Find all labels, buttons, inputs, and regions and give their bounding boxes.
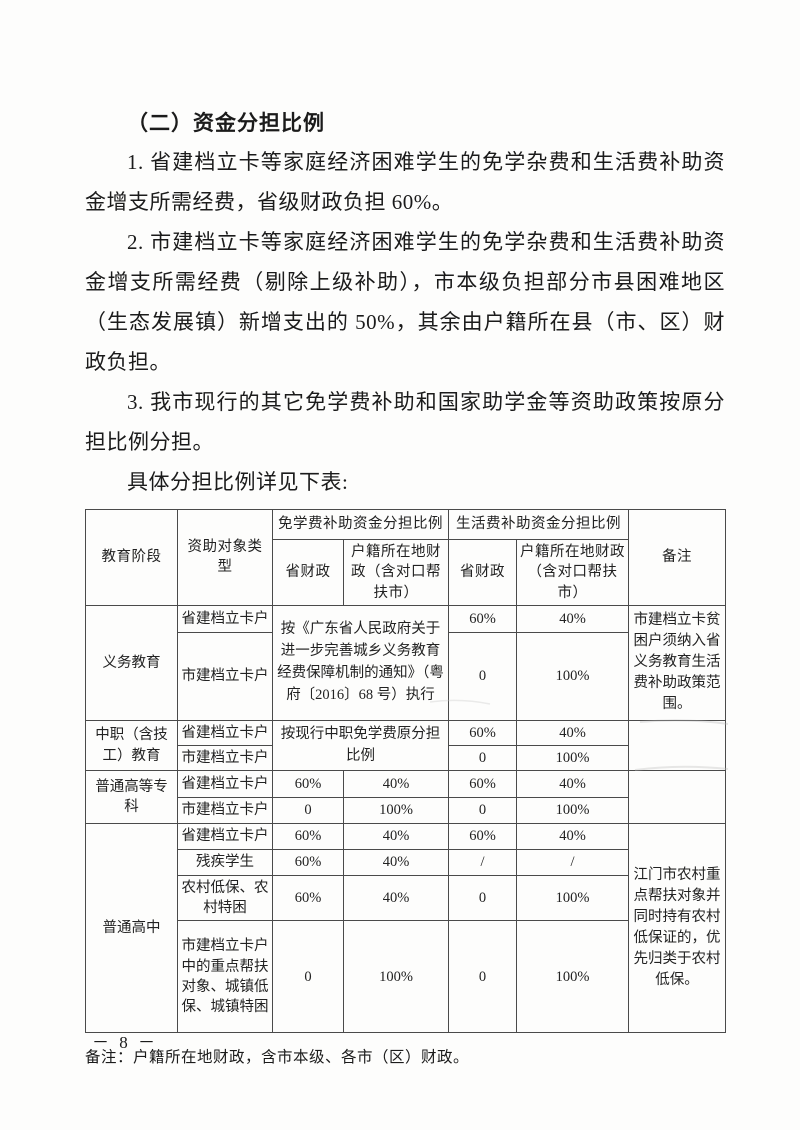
paragraph-3: 3. 我市现行的其它免学费补助和国家助学金等资助政策按原分担比例分担。 (85, 390, 725, 454)
table-row: 残疾学生 60% 40% / / (86, 848, 726, 876)
cell-living-res: 100% (516, 631, 629, 721)
cell-remark-vocational (628, 719, 726, 772)
table-intro: 具体分担比例详见下表: (127, 470, 349, 494)
table-row: 义务教育 省建档立卡户 按《广东省人民政府关于进一步完善城乡义务教育经费保障机制… (85, 604, 726, 721)
cell-living-res: 40% (516, 604, 629, 633)
cell-remark-college (628, 770, 726, 824)
header-remark: 备注 (628, 509, 726, 606)
cell-tuition-prov: 0 (272, 797, 344, 824)
cell-tuition-prov: 60% (272, 874, 344, 922)
cell-tuition-res: 40% (343, 848, 449, 876)
cell-target: 省建档立卡户 (177, 604, 273, 633)
cell-living-prov: 60% (448, 822, 517, 850)
cell-living-res: 40% (516, 822, 629, 850)
cell-living-prov: 0 (448, 745, 517, 772)
cell-target: 市建档立卡户 (177, 631, 273, 721)
table-row: 普通高中 省建档立卡户 60% 40% 60% 40% 江门市农村重点帮扶对象并… (85, 822, 726, 1034)
cell-target: 残疾学生 (177, 848, 273, 876)
table-row: 中职（含技工）教育 省建档立卡户 按现行中职免学费原分担比例 60% 40% (85, 719, 726, 772)
cell-living-prov: 60% (448, 604, 517, 633)
cell-tuition-res: 100% (343, 797, 449, 824)
cell-tuition-res: 100% (343, 920, 449, 1034)
cost-sharing-table: 教育阶段 资助对象类型 免学费补助资金分担比例 生活费补助资金分担比例 备注 省… (85, 509, 726, 1034)
table-header-row-1: 教育阶段 资助对象类型 免学费补助资金分担比例 生活费补助资金分担比例 备注 (85, 509, 726, 606)
header-tuition-residence: 户籍所在地财政（含对口帮扶市） (343, 539, 449, 606)
cell-remark-high-school: 江门市农村重点帮扶对象并同时持有农村低保证的，优先归类于农村低保。 (628, 822, 726, 1034)
cell-tuition-prov: 60% (272, 848, 344, 876)
header-tuition-provincial: 省财政 (272, 539, 344, 606)
cell-living-res: 40% (516, 719, 629, 747)
cell-living-res: / (516, 848, 629, 876)
header-living-group: 生活费补助资金分担比例 (448, 509, 629, 540)
cell-target: 省建档立卡户 (177, 719, 273, 747)
cell-living-res: 100% (516, 920, 629, 1034)
cell-target: 省建档立卡户 (177, 770, 273, 799)
cell-tuition-res: 40% (343, 822, 449, 850)
cell-living-prov: 60% (448, 770, 517, 799)
cell-living-res: 40% (516, 770, 629, 799)
cell-living-res: 100% (516, 874, 629, 922)
header-tuition-group: 免学费补助资金分担比例 (272, 509, 449, 540)
table-header-row-2: 省财政 户籍所在地财政（含对口帮扶市） 省财政 户籍所在地财政（含对口帮扶市） (86, 539, 726, 606)
cell-tuition-prov: 0 (272, 920, 344, 1034)
header-living-residence: 户籍所在地财政（含对口帮扶市） (516, 539, 629, 606)
cell-living-prov: 0 (448, 631, 517, 721)
paragraph-2: 2. 市建档立卡等家庭经济困难学生的免学杂费和生活费补助资金增支所需经费（剔除上… (85, 230, 725, 374)
cell-living-prov: 0 (448, 874, 517, 922)
header-target-type: 资助对象类型 (177, 509, 273, 606)
cell-tuition-policy: 按《广东省人民政府关于进一步完善城乡义务教育经费保障机制的通知》（粤府〔2016… (272, 604, 449, 721)
document-content: （二）资金分担比例 1. 省建档立卡等家庭经济困难学生的免学杂费和生活费补助资金… (85, 104, 726, 1070)
cell-stage-compulsory: 义务教育 (85, 604, 178, 721)
cell-tuition-policy: 按现行中职免学费原分担比例 (272, 719, 449, 772)
table-row: 市建档立卡户 0 100% (86, 745, 726, 772)
cell-living-res: 100% (516, 745, 629, 772)
cell-tuition-prov: 60% (272, 822, 344, 850)
page-number: － 8 － (92, 1033, 158, 1052)
table-row: 普通高等专科 省建档立卡户 60% 40% 60% 40% (85, 770, 726, 824)
table-row: 市建档立卡户 0 100% (86, 631, 726, 721)
table-row: 市建档立卡户 0 100% 0 100% (86, 797, 726, 824)
cell-tuition-res: 40% (343, 770, 449, 799)
table-row: 市建档立卡户中的重点帮扶对象、城镇低保、城镇特困 0 100% 0 100% (86, 920, 726, 1034)
section-heading: （二）资金分担比例 (127, 111, 325, 135)
cell-target: 省建档立卡户 (177, 822, 273, 850)
header-living-provincial: 省财政 (448, 539, 517, 606)
cell-stage-high-school: 普通高中 (85, 822, 178, 1034)
header-education-stage: 教育阶段 (85, 509, 178, 606)
cell-tuition-res: 40% (343, 874, 449, 922)
cell-stage-vocational: 中职（含技工）教育 (85, 719, 178, 772)
cell-target: 市建档立卡户 (177, 745, 273, 772)
cell-tuition-prov: 60% (272, 770, 344, 799)
table-footnote: 备注：户籍所在地财政，含市本级、各市（区）财政。 (85, 1049, 470, 1067)
cell-living-prov: / (448, 848, 517, 876)
cell-living-prov: 0 (448, 797, 517, 824)
cell-target: 农村低保、农村特困 (177, 874, 273, 922)
cell-remark-compulsory: 市建档立卡贫困户须纳入省义务教育生活费补助政策范围。 (628, 604, 726, 721)
cell-target: 市建档立卡户中的重点帮扶对象、城镇低保、城镇特困 (177, 920, 273, 1034)
paragraph-1: 1. 省建档立卡等家庭经济困难学生的免学杂费和生活费补助资金增支所需经费，省级财… (85, 150, 725, 214)
cell-stage-college: 普通高等专科 (85, 770, 178, 824)
cell-target: 市建档立卡户 (177, 797, 273, 824)
cell-living-prov: 0 (448, 920, 517, 1034)
cell-living-res: 100% (516, 797, 629, 824)
cell-living-prov: 60% (448, 719, 517, 747)
